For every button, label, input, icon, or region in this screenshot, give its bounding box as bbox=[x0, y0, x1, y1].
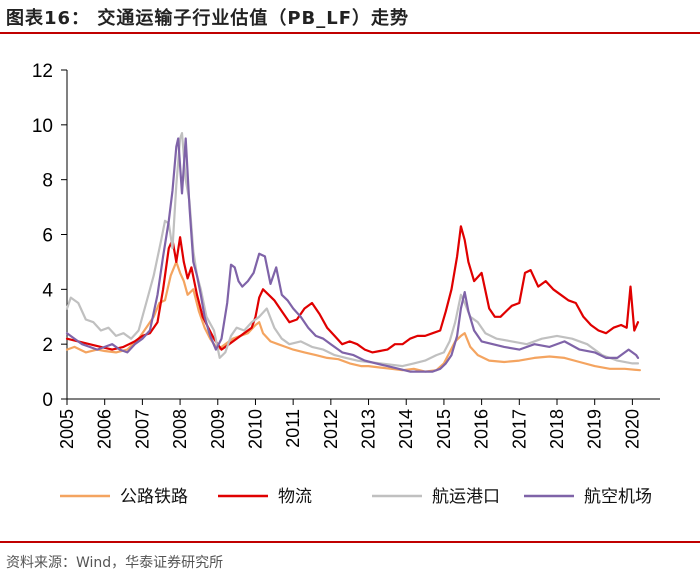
x-tick-label: 2013 bbox=[359, 409, 379, 449]
x-tick-label: 2020 bbox=[622, 409, 642, 449]
y-tick-label: 2 bbox=[42, 335, 53, 356]
series-line-物流 bbox=[65, 225, 640, 354]
x-tick-label: 2012 bbox=[321, 409, 341, 449]
legend: 公路铁路 物流 航运港口 航空机场 bbox=[60, 487, 652, 507]
x-tick-group: 2005 2006 2007 2008 2009 2010 2011 2012 2013 2014… bbox=[57, 399, 642, 449]
y-tick-label: 8 bbox=[42, 171, 53, 192]
x-tick-label: 2015 bbox=[434, 409, 454, 449]
x-tick-label: 2008 bbox=[170, 409, 190, 449]
bottom-rule bbox=[0, 541, 700, 543]
x-tick-label: 2006 bbox=[95, 409, 115, 449]
x-tick-label: 2010 bbox=[245, 409, 265, 449]
y-tick-label: 10 bbox=[32, 116, 53, 137]
series-line-公路铁路 bbox=[65, 260, 642, 373]
x-tick-label: 2018 bbox=[547, 409, 567, 449]
x-tick-label: 2011 bbox=[283, 409, 303, 448]
y-tick-label: 4 bbox=[42, 280, 53, 301]
y-tick-group: 0 2 4 6 8 10 12 bbox=[32, 61, 67, 411]
legend-label: 航空机场 bbox=[584, 487, 652, 507]
figure-title: 图表16： 交通运输子行业估值（PB_LF）走势 bbox=[6, 8, 409, 29]
series-line-航运港口 bbox=[65, 132, 640, 368]
x-tick-label: 2007 bbox=[132, 409, 152, 449]
legend-label: 航运港口 bbox=[432, 487, 500, 507]
x-tick-label: 2009 bbox=[208, 409, 228, 449]
x-tick-label: 2014 bbox=[396, 409, 416, 449]
y-tick-label: 12 bbox=[32, 61, 53, 82]
x-tick-label: 2017 bbox=[509, 409, 529, 449]
x-axis: 2005 2006 2007 2008 2009 2010 2011 2012 2013 2014… bbox=[57, 398, 660, 449]
x-tick-label: 2016 bbox=[472, 409, 492, 449]
legend-label: 物流 bbox=[278, 487, 312, 507]
series-group bbox=[65, 132, 642, 373]
top-rule bbox=[0, 32, 700, 34]
y-tick-label: 6 bbox=[42, 226, 53, 247]
legend-label: 公路铁路 bbox=[120, 487, 188, 507]
y-tick-label: 0 bbox=[42, 390, 53, 411]
series-line-航空机场 bbox=[65, 137, 640, 373]
source-note: 资料来源：Wind，华泰证券研究所 bbox=[6, 555, 224, 571]
x-tick-label: 2005 bbox=[57, 409, 77, 449]
x-tick-label: 2019 bbox=[585, 409, 605, 449]
y-axis: 0 2 4 6 8 10 12 bbox=[32, 61, 68, 411]
